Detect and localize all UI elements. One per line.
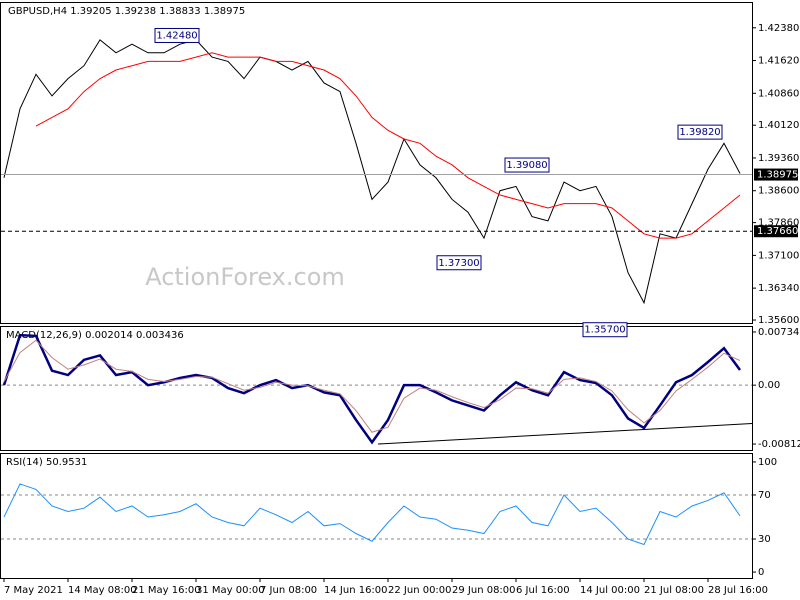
y-tick-label: 0	[758, 567, 764, 578]
series-line	[3, 339, 741, 433]
series-line	[2, 333, 742, 445]
annotation-box	[154, 27, 200, 43]
y-tick-label: 1.37100	[758, 250, 799, 261]
x-tick-label: 7 May 2021	[4, 585, 63, 596]
annotation-box	[582, 322, 628, 338]
y-tick-label: -0.008126	[758, 439, 800, 450]
series-line	[35, 52, 741, 239]
y-tick-label: 1.40120	[758, 120, 799, 131]
level-box	[754, 225, 798, 238]
x-tick-label: 28 Jul 16:00	[708, 585, 768, 596]
annotation-label: 1.35700	[584, 325, 625, 336]
y-tick-label: 1.35600	[758, 315, 799, 326]
y-tick-label: 1.37860	[758, 218, 799, 229]
annotation-box	[436, 255, 482, 271]
x-tick-label: 7 Jun 08:00	[260, 585, 317, 596]
x-tick-label: 14 Jun 16:00	[324, 585, 388, 596]
last-price-box	[754, 168, 798, 181]
annotation-label: 1.39820	[679, 127, 720, 138]
level-label: 1.37660	[757, 226, 798, 237]
annotation-label: 1.42480	[156, 30, 197, 41]
macd-panel	[0, 326, 753, 451]
y-tick-label: 1.42380	[758, 23, 799, 34]
annotation-box	[504, 157, 550, 173]
annotation-box	[677, 124, 723, 140]
x-tick-label: 31 May 00:00	[196, 585, 265, 596]
y-tick-label: 1.38600	[758, 186, 799, 197]
y-tick-label: 30	[758, 534, 771, 545]
x-tick-label: 6 Jul 16:00	[516, 585, 570, 596]
x-tick-label: 21 May 16:00	[132, 585, 201, 596]
x-tick-label: 14 May 08:00	[68, 585, 137, 596]
y-tick-label: 0.00	[758, 380, 780, 391]
panel-title: MACD(12,26,9) 0.002014 0.003436	[6, 330, 184, 341]
panel-title: RSI(14) 50.9531	[6, 457, 87, 468]
price-panel	[0, 2, 753, 324]
rsi-panel	[0, 453, 753, 579]
last-price-label: 1.38975	[757, 170, 798, 181]
y-tick-label: 1.40860	[758, 88, 799, 99]
y-tick-label: 1.41620	[758, 56, 799, 67]
annotation-label: 1.39080	[506, 160, 547, 171]
y-tick-label: 70	[758, 490, 771, 501]
y-tick-label: 1.39360	[758, 153, 799, 164]
watermark: ActionForex.com	[145, 263, 345, 291]
x-tick-label: 29 Jun 08:00	[452, 585, 516, 596]
y-tick-label: 100	[758, 457, 777, 468]
x-tick-label: 22 Jun 00:00	[388, 585, 452, 596]
y-tick-label: 1.36340	[758, 283, 799, 294]
x-tick-label: 21 Jul 08:00	[644, 585, 704, 596]
y-tick-label: 0.007342	[758, 327, 800, 338]
series-line	[3, 39, 741, 305]
series-line	[3, 483, 741, 546]
chart-title: GBPUSD,H4 1.39205 1.39238 1.38833 1.3897…	[8, 6, 245, 17]
trendline	[377, 423, 753, 445]
x-tick-label: 14 Jul 00:00	[580, 585, 640, 596]
annotation-label: 1.37300	[438, 258, 479, 269]
